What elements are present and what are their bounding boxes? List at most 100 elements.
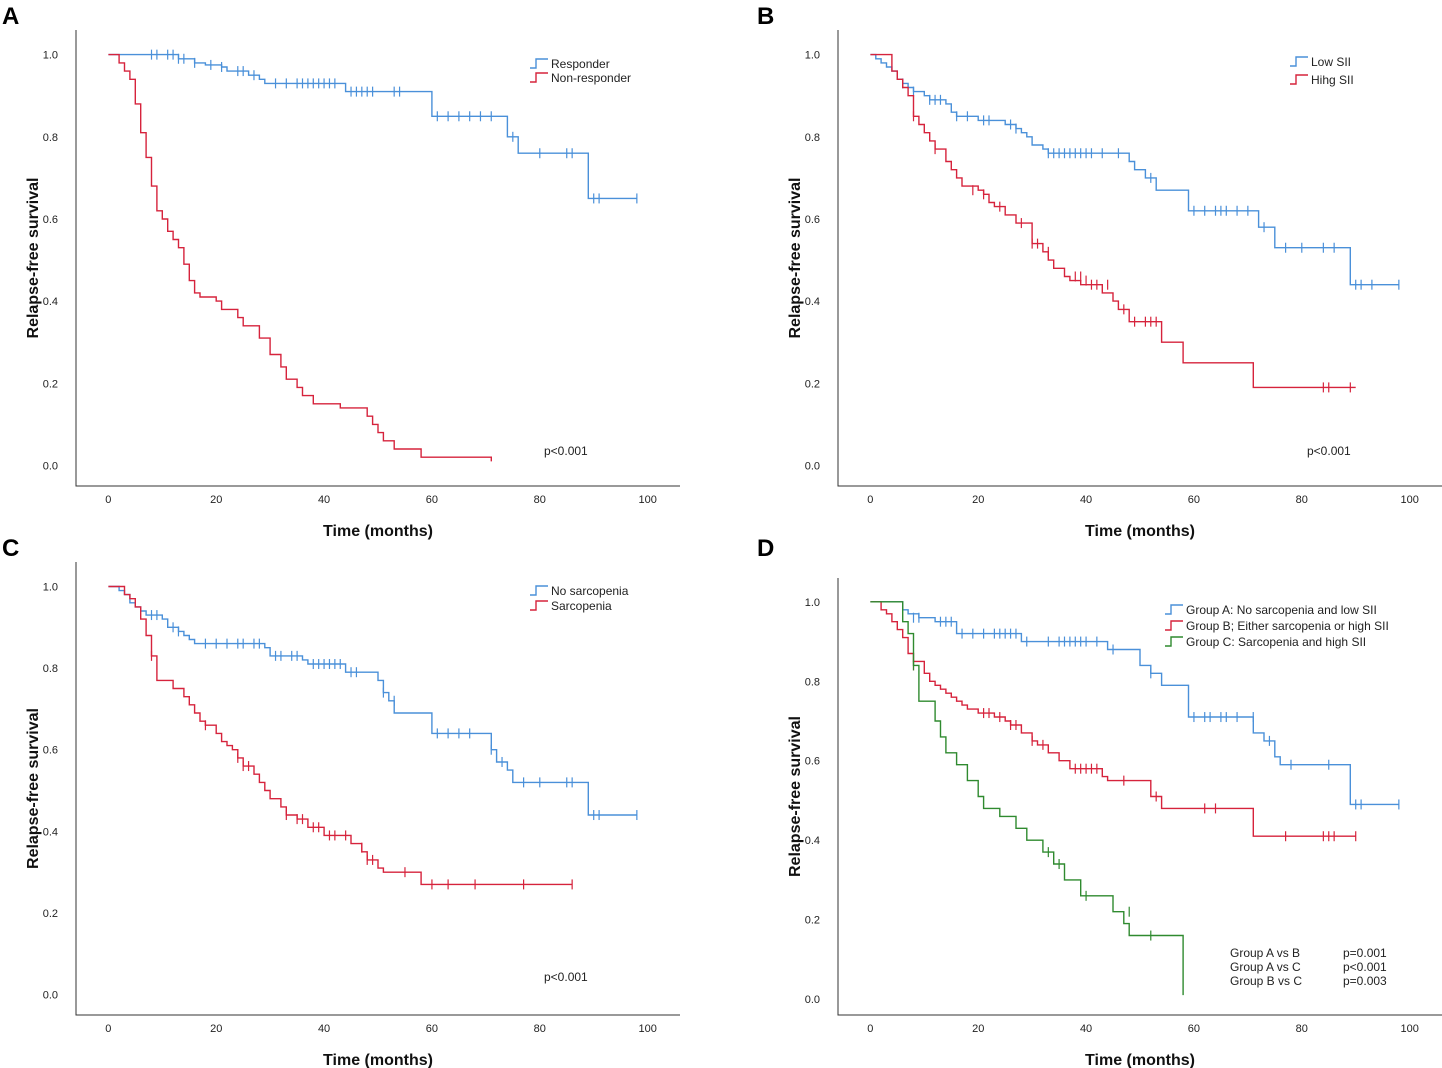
x-tick-label: 100	[1400, 494, 1418, 506]
axis-spine	[837, 30, 1442, 487]
y-tick-label: 1.0	[43, 50, 58, 62]
legend-entry: Sarcopenia	[551, 599, 612, 613]
p-value-label: p<0.001	[544, 444, 588, 458]
comparison-p-value: p=0.003	[1343, 974, 1387, 988]
legend-swatch	[1165, 636, 1183, 647]
axis-spine	[75, 562, 680, 1016]
x-tick-label: 20	[210, 494, 222, 506]
y-axis-title: Relapse-free survival	[25, 708, 42, 869]
legend-swatch	[530, 58, 548, 69]
y-tick-label: 0.6	[43, 745, 58, 757]
legend-swatch	[1165, 620, 1183, 631]
x-tick-label: 60	[1188, 1023, 1200, 1035]
comparison-label: Group A vs C	[1230, 960, 1301, 974]
x-tick-label: 60	[426, 1023, 438, 1035]
y-tick-label: 1.0	[805, 50, 820, 62]
y-tick-label: 0.0	[805, 460, 820, 472]
x-tick-label: 20	[972, 494, 984, 506]
x-tick-label: 80	[1296, 494, 1308, 506]
x-axis-title: Time (months)	[323, 1052, 433, 1068]
panel-b: 0.0 0.2 0.4 0.6 0.8 1.0 0 20 40 60 80 100 Time (mont…	[787, 30, 1442, 540]
y-tick-label: 0.2	[43, 378, 58, 390]
legend-swatch	[1290, 74, 1308, 85]
y-tick-label: 0.4	[43, 296, 58, 308]
p-value-label: p<0.001	[544, 970, 588, 984]
y-tick-label: 0.8	[43, 663, 58, 675]
x-tick-label: 80	[534, 1023, 546, 1035]
axis-spine	[75, 30, 680, 487]
legend-entry: Responder	[551, 57, 610, 71]
x-tick-label: 20	[972, 1023, 984, 1035]
comparison-label: Group B vs C	[1230, 974, 1302, 988]
x-axis-title: Time (months)	[1085, 523, 1195, 540]
x-tick-label: 40	[1080, 1023, 1092, 1035]
legend-entry: Group A: No sarcopenia and low SII	[1186, 603, 1377, 617]
legend-entry: Non-responder	[551, 71, 631, 85]
x-tick-label: 40	[318, 1023, 330, 1035]
comparison-label: Group A vs B	[1230, 946, 1300, 960]
series-line-2	[108, 585, 573, 886]
legend-swatch	[530, 72, 548, 83]
y-tick-label: 0.6	[805, 214, 820, 226]
y-tick-label: 0.0	[43, 990, 58, 1002]
y-tick-label: 0.8	[805, 676, 820, 688]
x-tick-label: 60	[1188, 494, 1200, 506]
axis-spine	[837, 578, 1442, 1016]
x-tick-label: 0	[105, 1023, 111, 1035]
legend-swatch	[1165, 604, 1183, 615]
y-tick-label: 0.2	[805, 378, 820, 390]
x-tick-label: 0	[867, 1023, 873, 1035]
x-tick-label: 40	[1080, 494, 1092, 506]
x-tick-label: 0	[867, 494, 873, 506]
series-line-1	[108, 585, 637, 816]
legend-swatch	[1290, 56, 1308, 67]
y-tick-label: 0.4	[805, 835, 820, 847]
panel-a: 0.0 0.2 0.4 0.6 0.8 1.0 0 20 40 60 80 100 Time (mont…	[25, 30, 680, 540]
panel-d: 0.0 0.2 0.4 0.6 0.8 1.0 0 20 40 60 80 100 Time (mont…	[787, 578, 1442, 1068]
x-tick-label: 20	[210, 1023, 222, 1035]
x-tick-label: 0	[105, 494, 111, 506]
legend-swatch	[530, 600, 548, 611]
x-axis-title: Time (months)	[323, 523, 433, 540]
panel-label-b: B	[757, 3, 774, 30]
y-tick-label: 0.2	[43, 908, 58, 920]
panel-c: 0.0 0.2 0.4 0.6 0.8 1.0 0 20 40 60 80 100 Time (mont…	[25, 562, 680, 1068]
y-tick-label: 0.8	[43, 132, 58, 144]
series-line-1	[870, 53, 1399, 286]
series-line-3	[870, 601, 1184, 996]
x-tick-label: 100	[638, 494, 656, 506]
y-axis-title: Relapse-free survival	[25, 178, 42, 339]
x-tick-label: 100	[638, 1023, 656, 1035]
y-tick-label: 0.0	[805, 994, 820, 1006]
panel-label-a: A	[2, 3, 19, 30]
legend-entry: No sarcopenia	[551, 584, 629, 598]
y-axis-title: Relapse-free survival	[787, 178, 804, 339]
x-tick-label: 80	[1296, 1023, 1308, 1035]
y-tick-label: 0.4	[43, 826, 58, 838]
x-tick-label: 60	[426, 494, 438, 506]
y-tick-label: 0.6	[43, 214, 58, 226]
y-tick-label: 0.8	[805, 132, 820, 144]
y-axis-title: Relapse-free survival	[787, 716, 804, 877]
comparison-p-value: p=0.001	[1343, 946, 1387, 960]
x-axis-title: Time (months)	[1085, 1052, 1195, 1068]
series-line-2	[108, 53, 492, 462]
y-tick-label: 0.0	[43, 460, 58, 472]
comparison-p-value: p<0.001	[1343, 960, 1387, 974]
x-tick-label: 80	[534, 494, 546, 506]
legend-entry: Group B; Either sarcopenia or high SII	[1186, 619, 1389, 633]
legend-entry: Hihg SII	[1311, 73, 1354, 87]
y-tick-label: 0.4	[805, 296, 820, 308]
x-tick-label: 100	[1400, 1023, 1418, 1035]
y-tick-label: 0.6	[805, 756, 820, 768]
y-tick-label: 0.2	[805, 915, 820, 927]
p-value-label: p<0.001	[1307, 444, 1351, 458]
panel-label-c: C	[2, 535, 19, 562]
y-tick-label: 1.0	[43, 581, 58, 593]
x-tick-label: 40	[318, 494, 330, 506]
panel-label-d: D	[757, 535, 774, 562]
series-line-2	[870, 53, 1356, 389]
y-tick-label: 1.0	[805, 597, 820, 609]
